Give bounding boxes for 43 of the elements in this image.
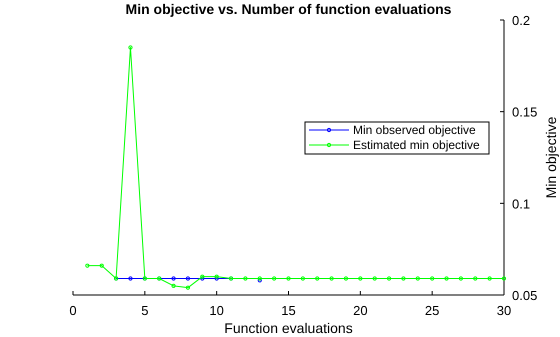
point <box>444 276 449 281</box>
x-tick-label: 20 <box>353 303 368 318</box>
x-tick-label: 0 <box>69 303 77 318</box>
x-axis-title: Function evaluations <box>224 320 353 336</box>
y-tick-label: 0.2 <box>512 13 530 28</box>
point <box>430 276 434 281</box>
point <box>85 264 90 268</box>
point <box>300 276 305 281</box>
legend-label: Estimated min objective <box>353 138 480 152</box>
x-tick-label: 30 <box>496 303 512 318</box>
chart-title: Min objective vs. Number of function evaluations <box>126 1 452 17</box>
x-tick-label: 25 <box>424 303 440 318</box>
x-tick-label: 5 <box>141 303 148 318</box>
point <box>473 276 478 281</box>
point <box>100 264 104 268</box>
point <box>186 276 190 281</box>
legend-label: Min observed objective <box>353 123 476 137</box>
point <box>458 276 463 281</box>
point <box>502 276 506 281</box>
point <box>186 286 190 290</box>
point <box>372 276 377 281</box>
point <box>358 276 362 281</box>
point <box>243 276 248 281</box>
point <box>272 276 276 281</box>
y-axis-title: Min objective <box>543 116 559 198</box>
point <box>315 276 320 281</box>
point <box>171 284 176 288</box>
x-tick-label: 15 <box>281 303 296 318</box>
y-tick-label: 0.05 <box>512 288 538 303</box>
point <box>401 276 406 281</box>
point <box>171 276 176 281</box>
point <box>330 276 334 281</box>
line-series <box>85 45 506 290</box>
point <box>344 276 348 281</box>
point <box>488 276 492 281</box>
y-tick-label: 0.1 <box>512 196 530 212</box>
point <box>128 45 133 50</box>
point <box>386 276 392 281</box>
point <box>416 276 420 281</box>
point <box>286 276 291 281</box>
y-tick-label: 0.15 <box>512 104 538 120</box>
point <box>128 276 133 281</box>
x-tick-label: 10 <box>209 303 224 318</box>
